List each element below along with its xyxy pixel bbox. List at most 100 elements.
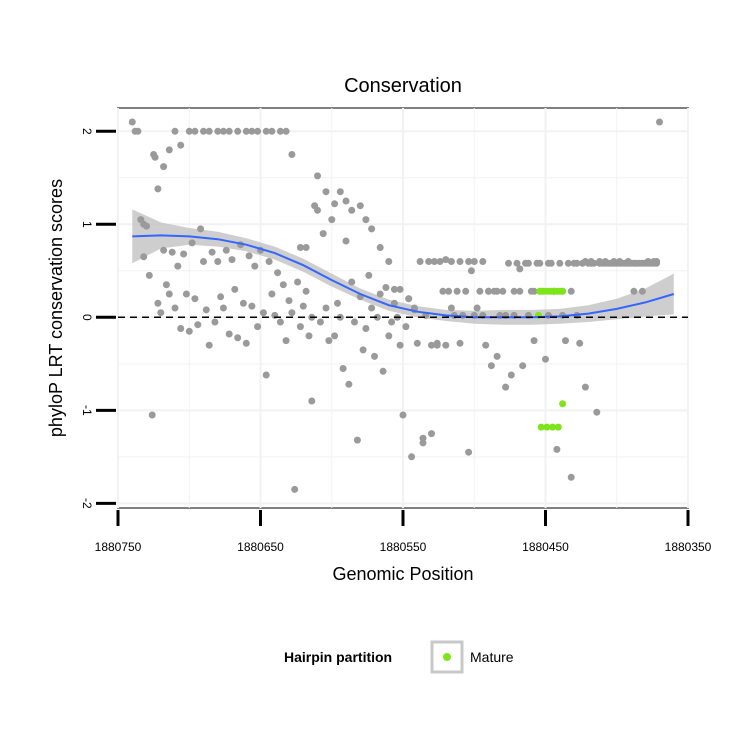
data-point xyxy=(194,321,202,329)
data-point xyxy=(467,267,475,275)
data-point xyxy=(185,327,193,335)
data-point xyxy=(493,287,501,295)
data-point xyxy=(128,118,136,126)
data-point xyxy=(319,230,327,238)
data-point xyxy=(214,258,222,265)
data-point xyxy=(336,188,344,196)
data-point xyxy=(171,127,179,135)
data-point xyxy=(208,248,216,256)
data-point xyxy=(556,259,564,267)
data-point xyxy=(185,127,193,135)
data-point xyxy=(328,216,336,224)
x-tick-label: 1880550 xyxy=(380,540,427,554)
y-tick-label: 2 xyxy=(80,128,94,135)
data-point xyxy=(547,259,555,267)
data-point xyxy=(465,448,473,456)
data-point xyxy=(265,258,273,265)
data-point xyxy=(638,287,646,295)
data-point xyxy=(134,127,142,135)
data-point xyxy=(476,287,484,295)
data-point xyxy=(200,127,207,135)
data-point xyxy=(276,127,284,135)
data-point xyxy=(288,151,296,158)
data-point xyxy=(274,269,282,277)
data-point xyxy=(388,318,396,326)
data-point xyxy=(351,318,358,326)
y-tick-label: -1 xyxy=(80,405,94,416)
mature-point xyxy=(554,423,562,431)
x-tick-label: 1880650 xyxy=(237,540,284,554)
data-point xyxy=(581,258,589,265)
data-point xyxy=(154,185,162,193)
data-point xyxy=(530,337,538,345)
data-point xyxy=(593,408,601,416)
mature-point xyxy=(559,400,567,408)
legend-label-mature: Mature xyxy=(470,649,514,665)
data-point xyxy=(371,352,378,360)
mature-point xyxy=(543,423,551,431)
x-tick-label: 1880450 xyxy=(522,540,569,554)
data-point xyxy=(413,339,421,347)
mature-point xyxy=(549,423,557,431)
x-axis: 1880750 1880650 1880550 1880450 1880350 xyxy=(95,510,712,554)
data-point xyxy=(345,380,353,388)
data-point xyxy=(225,330,233,338)
data-point xyxy=(160,163,168,171)
data-point xyxy=(222,246,230,254)
data-point xyxy=(334,299,341,307)
data-point xyxy=(439,287,447,295)
data-point xyxy=(453,287,461,295)
data-point xyxy=(331,332,339,340)
data-point xyxy=(644,258,652,265)
data-point xyxy=(499,287,507,295)
data-point xyxy=(225,127,233,135)
data-point xyxy=(188,239,196,247)
x-tick-label: 1880750 xyxy=(95,540,142,554)
data-point xyxy=(365,271,373,279)
data-point xyxy=(254,127,262,135)
legend: Hairpin partition Mature xyxy=(284,640,514,674)
data-point xyxy=(276,318,284,326)
data-point xyxy=(542,355,549,363)
data-point xyxy=(205,341,213,349)
data-point xyxy=(339,365,347,372)
data-point xyxy=(245,252,253,260)
data-point xyxy=(299,302,307,310)
data-point xyxy=(442,256,450,264)
data-point xyxy=(180,250,188,258)
data-point xyxy=(242,127,250,135)
data-point xyxy=(456,339,464,347)
data-point xyxy=(291,485,299,493)
mature-point xyxy=(537,423,545,431)
data-point xyxy=(143,222,150,230)
x-tick-label: 1880350 xyxy=(665,540,712,554)
data-point xyxy=(262,371,270,379)
data-point xyxy=(254,323,262,331)
data-point xyxy=(507,371,515,379)
data-point xyxy=(576,339,584,347)
data-point xyxy=(587,258,595,265)
data-point xyxy=(145,271,153,279)
mature-point xyxy=(559,287,567,295)
data-point xyxy=(562,337,569,345)
data-point xyxy=(302,287,310,295)
mature-points xyxy=(534,287,567,431)
data-point xyxy=(242,339,250,347)
data-point xyxy=(200,258,207,265)
data-point xyxy=(601,258,609,265)
data-point xyxy=(428,430,435,438)
data-point xyxy=(445,287,453,295)
data-point xyxy=(419,439,427,447)
data-point xyxy=(524,259,532,267)
data-point xyxy=(447,304,455,312)
data-point xyxy=(465,258,473,265)
data-point xyxy=(325,337,333,345)
y-axis: -2 -1 0 1 2 xyxy=(80,128,116,509)
y-tick-label: 1 xyxy=(80,221,94,228)
data-point xyxy=(162,281,170,289)
data-point xyxy=(342,197,350,205)
data-point xyxy=(487,362,495,370)
data-point xyxy=(314,172,321,180)
data-point xyxy=(316,318,324,326)
data-point xyxy=(248,127,256,135)
